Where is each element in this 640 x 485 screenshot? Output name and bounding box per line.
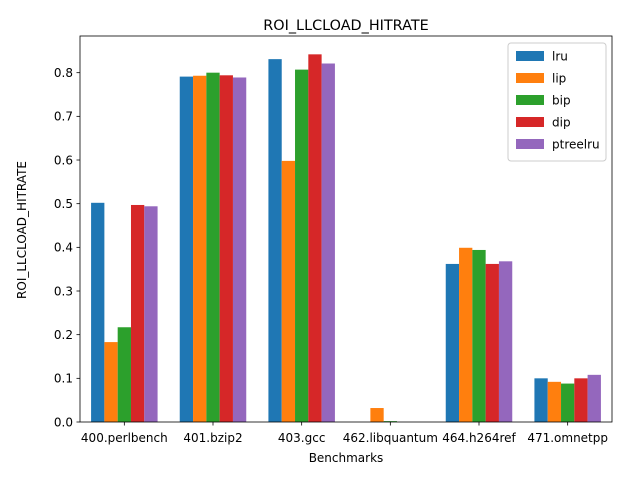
y-tick-label: 0.0: [54, 415, 73, 429]
bar-bip-464.h264ref: [472, 249, 486, 422]
x-tick-label: 400.perlbench: [81, 431, 168, 445]
y-axis-title: ROI_LLCLOAD_HITRATE: [15, 161, 29, 299]
y-tick-label: 0.3: [54, 284, 73, 298]
series-lru: [91, 59, 548, 423]
bar-lip-403.gcc: [281, 160, 296, 422]
legend-label-lru: lru: [552, 50, 568, 64]
bar-dip-471.omnetpp: [574, 378, 588, 422]
bar-ptreelru-471.omnetpp: [587, 374, 601, 422]
x-tick-label: 471.omnetpp: [527, 431, 608, 445]
bar-ptreelru-464.h264ref: [498, 261, 513, 422]
legend-label-lip: lip: [552, 72, 566, 86]
bar-lip-471.omnetpp: [547, 381, 562, 422]
legend-swatch-lru: [516, 51, 544, 61]
legend-swatch-ptreelru: [516, 139, 544, 149]
legend: lru lip bip dip ptreelru: [507, 42, 607, 162]
x-tick-label: 403.gcc: [278, 431, 326, 445]
y-tick-label: 0.2: [54, 328, 73, 342]
legend-label-ptreelru: ptreelru: [552, 138, 600, 152]
bar-bip-400.perlbench: [117, 327, 131, 422]
bars-layer: [91, 54, 601, 423]
chart-title: ROI_LLCLOAD_HITRATE: [263, 18, 428, 34]
bar-bip-403.gcc: [295, 69, 309, 423]
bar-dip-403.gcc: [308, 54, 322, 423]
y-tick-label: 0.7: [54, 110, 73, 124]
x-tick-label: 401.bzip2: [183, 431, 242, 445]
bar-bip-462.libquantum: [383, 421, 397, 422]
bar-ptreelru-401.bzip2: [232, 77, 247, 422]
series-dip: [130, 54, 588, 423]
plot-frame: [79, 35, 613, 423]
legend-swatch-bip: [516, 95, 544, 105]
series-bip: [117, 69, 575, 423]
y-tick-label: 0.8: [54, 66, 73, 80]
legend-label-dip: dip: [552, 116, 571, 130]
bar-lip-401.bzip2: [193, 75, 207, 423]
x-tick-label: 464.h264ref: [442, 431, 516, 445]
bar-bip-471.omnetpp: [561, 383, 575, 422]
bar-ptreelru-400.perlbench: [144, 206, 158, 422]
series-lip: [104, 75, 562, 423]
y-tick-label: 0.6: [54, 153, 73, 167]
legend-label-bip: bip: [552, 94, 571, 108]
bar-lru-401.bzip2: [179, 76, 194, 423]
bar-dip-464.h264ref: [485, 263, 499, 422]
y-tick-label: 0.5: [54, 197, 73, 211]
y-tick-label: 0.1: [54, 372, 73, 386]
axes-layer: 0.0 0.1 0.2 0.3 0.4 0.5 0.6 0.7 0.8 400.perlbench…: [54, 35, 613, 445]
legend-swatch-lip: [516, 73, 544, 83]
bar-lru-464.h264ref: [445, 263, 460, 422]
bar-bip-401.bzip2: [206, 72, 220, 423]
legend-frame: [507, 42, 607, 162]
x-tick-label: 462.libquantum: [343, 431, 438, 445]
bar-lip-400.perlbench: [104, 342, 118, 422]
bar-dip-401.bzip2: [219, 75, 233, 423]
bar-lru-403.gcc: [268, 59, 282, 422]
series-ptreelru: [144, 63, 601, 422]
bar-ptreelru-403.gcc: [321, 63, 335, 422]
bar-lru-400.perlbench: [91, 202, 105, 422]
bar-lip-464.h264ref: [459, 247, 473, 422]
bar-lru-471.omnetpp: [534, 378, 548, 422]
bar-dip-400.perlbench: [130, 204, 145, 422]
y-tick-label: 0.4: [54, 241, 73, 255]
bar-lip-462.libquantum: [370, 408, 384, 422]
legend-swatch-dip: [516, 117, 544, 127]
x-axis-title: Benchmarks: [309, 451, 384, 465]
